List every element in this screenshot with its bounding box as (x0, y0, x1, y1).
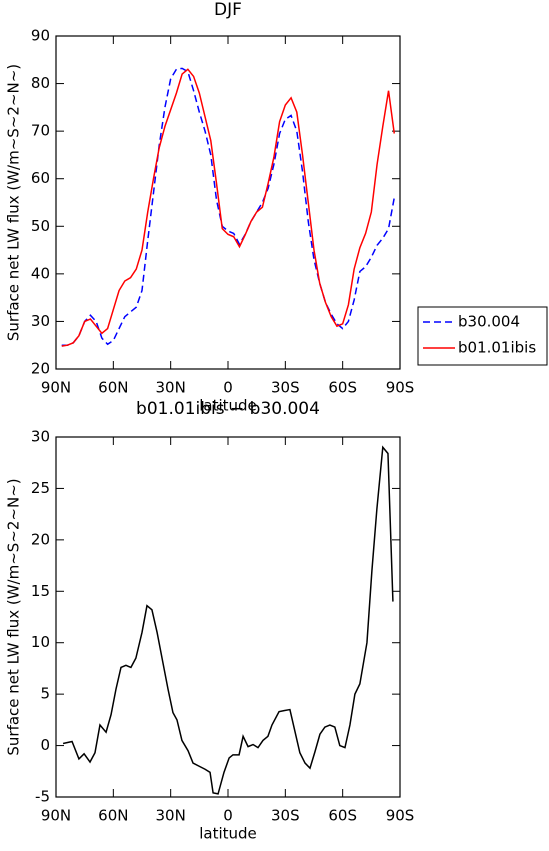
y-tick-label: 50 (31, 217, 50, 235)
y-tick-label: 20 (31, 530, 50, 548)
y-tick-label: 60 (31, 169, 50, 187)
x-tick-label: 90N (41, 379, 71, 397)
y-tick-label: 80 (31, 74, 50, 92)
data-line (62, 445, 394, 795)
x-tick-label: 60N (98, 379, 128, 397)
y-axis-label: Surface net LW flux (W/m~S~2~N~) (5, 478, 23, 755)
x-tick-label: 60S (328, 807, 357, 825)
x-tick-label: 30N (156, 807, 186, 825)
y-tick-label: 0 (40, 736, 50, 754)
x-axis-label: latitude (199, 825, 257, 843)
x-tick-label: 30S (271, 379, 300, 397)
x-tick-label: 0 (223, 807, 233, 825)
x-tick-label: 60N (98, 807, 128, 825)
y-tick-label: 20 (31, 360, 50, 378)
x-tick-label: 90N (41, 807, 71, 825)
x-tick-label: 90S (386, 379, 415, 397)
y-tick-label: 30 (31, 428, 50, 446)
chart-title: b01.01ibis − b30.004 (136, 399, 320, 419)
y-axis-label: Surface net LW flux (W/m~S~2~N~) (5, 64, 23, 341)
chart-title: DJF (214, 0, 242, 20)
y-tick-label: 10 (31, 633, 50, 651)
plot-frame (55, 35, 401, 370)
legend-box (417, 306, 548, 366)
data-line (61, 68, 396, 347)
y-tick-label: 30 (31, 312, 50, 330)
legend-label: b01.01ibis (458, 339, 536, 357)
x-tick-label: 0 (223, 379, 233, 397)
x-tick-label: 30N (156, 379, 186, 397)
x-axis-label: latitude (199, 397, 257, 415)
x-tick-label: 90S (386, 807, 415, 825)
legend-label: b30.004 (458, 313, 520, 331)
y-tick-label: 90 (31, 27, 50, 45)
y-tick-label: 40 (31, 264, 50, 282)
y-tick-label: 5 (40, 685, 50, 703)
data-line (61, 67, 396, 346)
x-tick-label: 60S (328, 379, 357, 397)
y-tick-label: 70 (31, 122, 50, 140)
y-tick-label: 25 (31, 479, 50, 497)
y-tick-label: -5 (35, 788, 50, 806)
x-tick-label: 30S (271, 807, 300, 825)
y-tick-label: 15 (31, 582, 50, 600)
plot-frame (55, 436, 401, 798)
